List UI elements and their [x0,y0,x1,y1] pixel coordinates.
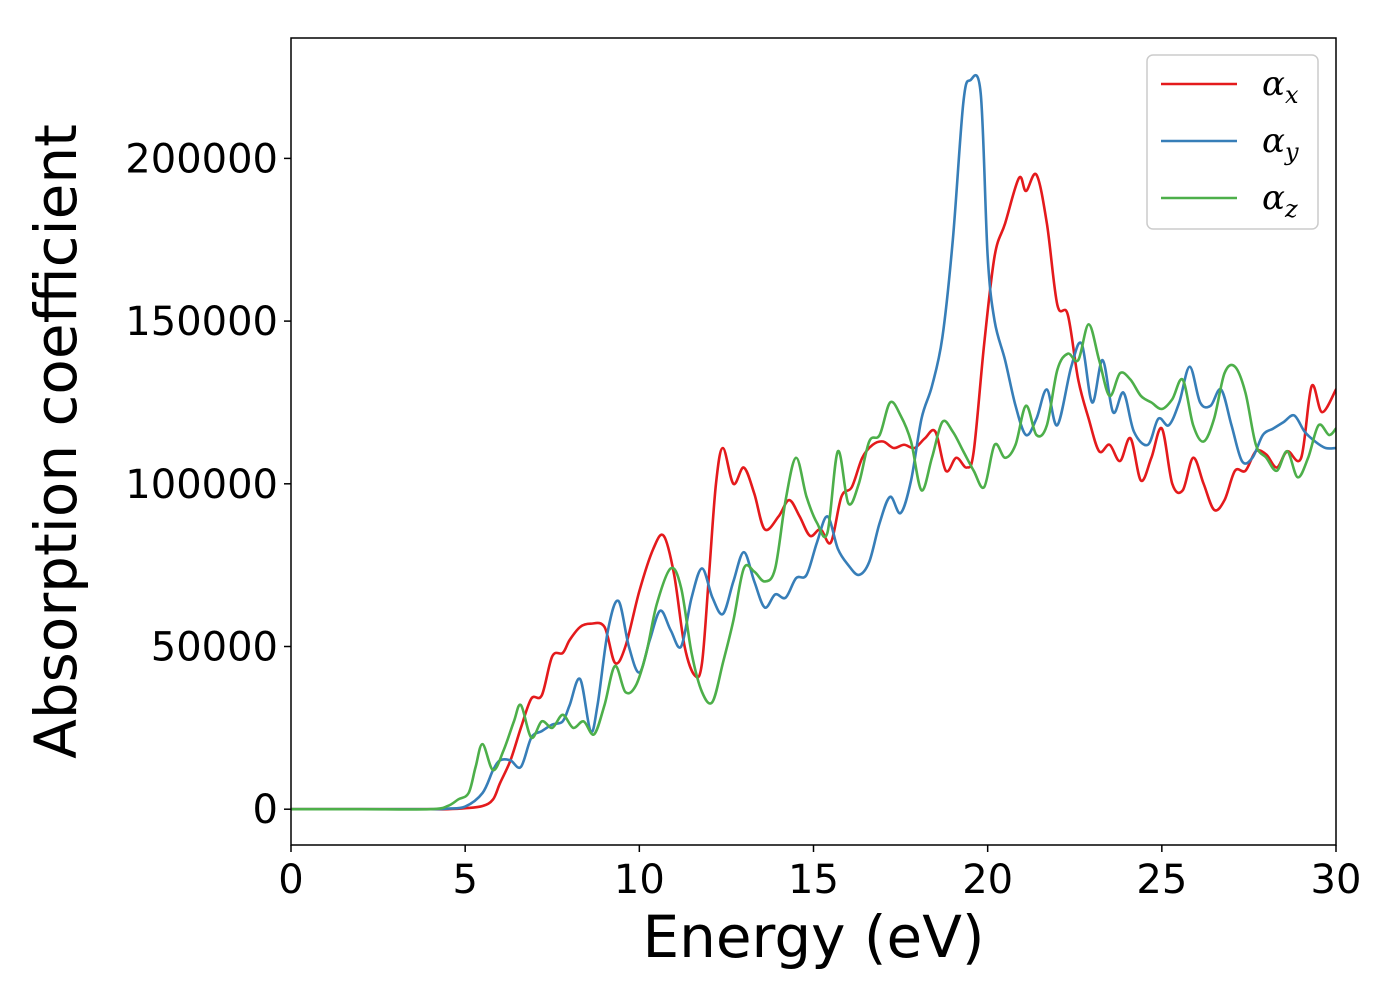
x-axis-ticks: 0 5 10 15 20 25 30 [278,845,1361,903]
legend: αx αy αz [1146,54,1319,230]
x-tick-label: 0 [278,857,303,903]
x-axis-title: Energy (eV) [642,903,984,971]
series-line-y [291,73,1336,811]
x-tick-label: 20 [962,857,1013,903]
x-tick-label: 25 [1136,857,1187,903]
y-tick-label: 100000 [125,462,278,508]
y-axis-ticks: 0 50000 100000 150000 200000 [125,136,291,833]
series-layer [291,73,1336,811]
x-tick-label: 5 [452,857,477,903]
y-tick-label: 50000 [151,625,278,671]
x-tick-label: 10 [614,857,665,903]
y-tick-label: 0 [253,787,278,833]
legend-label-z: αz [1262,178,1298,223]
x-tick-label: 30 [1311,857,1362,903]
y-axis-title: Absorption coefficient [22,124,90,759]
series-line-z [291,323,1336,811]
y-tick-label: 200000 [125,136,278,182]
series-line-x [291,172,1336,811]
legend-label-x: αx [1262,64,1299,109]
legend-items: αx αy αz [1161,64,1299,223]
legend-label-y: αy [1262,121,1299,166]
y-tick-label: 150000 [125,299,278,345]
x-tick-label: 15 [788,857,839,903]
